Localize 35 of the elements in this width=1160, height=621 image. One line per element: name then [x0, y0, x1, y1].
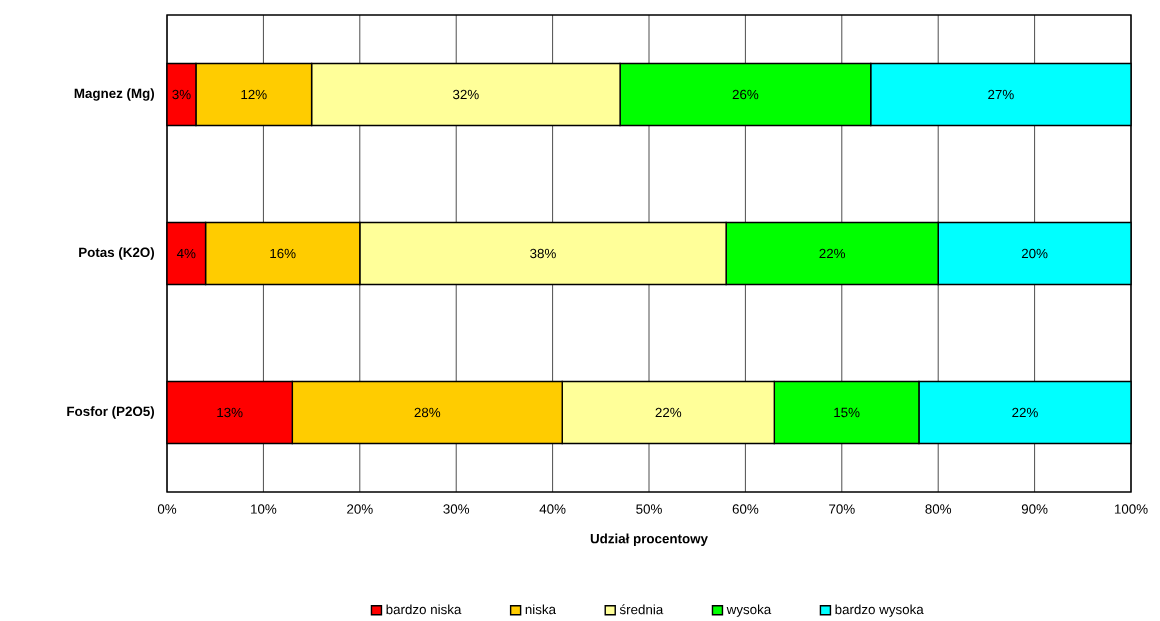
legend-label: wysoka — [726, 604, 772, 617]
data-label: 15% — [834, 407, 860, 418]
y-tick-label: Fosfor (P2O5) — [67, 406, 155, 419]
x-tick-label: 40% — [539, 504, 566, 514]
x-tick-label: 50% — [636, 504, 662, 514]
data-label: 3% — [172, 89, 191, 100]
data-label: 16% — [270, 248, 296, 259]
x-tick-label: 10% — [251, 504, 277, 514]
x-tick-label: 100% — [1114, 504, 1148, 514]
data-label: 20% — [1021, 248, 1048, 259]
data-label: 12% — [241, 89, 267, 100]
x-tick-label: 0% — [157, 504, 177, 514]
x-tick-label: 60% — [732, 504, 759, 514]
x-tick-label: 80% — [925, 504, 952, 514]
x-tick-label: 70% — [829, 504, 855, 514]
data-label: 22% — [819, 248, 846, 259]
legend-label: średnia — [619, 604, 664, 615]
data-label: 22% — [655, 407, 682, 418]
x-tick-label: 20% — [347, 504, 373, 514]
data-label: 32% — [452, 89, 479, 100]
x-tick-label: 30% — [443, 504, 470, 514]
legend-label: bardzo niska — [386, 604, 462, 615]
data-label: 28% — [414, 407, 441, 418]
data-label: 22% — [1012, 407, 1038, 418]
x-tick-label: 90% — [1021, 504, 1048, 514]
y-tick-label: Magnez (Mg) — [74, 88, 155, 101]
x-axis-title: Udział procentowy — [590, 533, 708, 547]
y-tick-label: Potas (K2O) — [79, 247, 155, 260]
legend-label: bardzo wysoka — [835, 604, 924, 617]
data-label: 26% — [732, 89, 759, 100]
data-label: 38% — [530, 248, 556, 259]
data-label: 4% — [176, 248, 196, 259]
data-label: 13% — [217, 407, 243, 418]
data-label: 27% — [988, 89, 1014, 100]
legend-label: niska — [525, 604, 557, 615]
